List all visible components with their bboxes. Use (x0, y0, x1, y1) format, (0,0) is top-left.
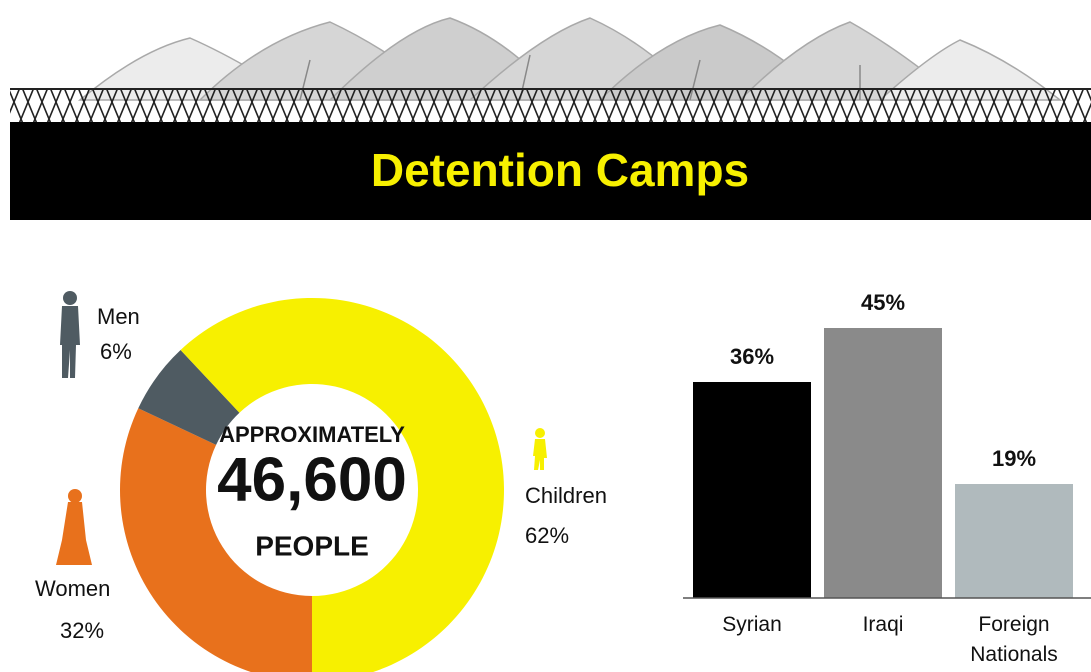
man-icon (60, 291, 80, 378)
segment-value-label: 32% (60, 618, 104, 643)
segment-label: Women (35, 576, 110, 601)
x-tick-label: Iraqi (862, 613, 904, 636)
title-band (10, 122, 1091, 220)
bar-value-label: 36% (730, 344, 774, 369)
bar (955, 484, 1073, 598)
donut-segment (120, 408, 312, 672)
segment-label: Men (97, 304, 140, 329)
segment-value-label: 6% (100, 339, 132, 364)
x-tick-label: Foreign Nationals (970, 613, 1058, 666)
tents (77, 17, 1063, 101)
category-label-box: Iraqi (862, 613, 904, 636)
bar (693, 382, 811, 598)
bar (824, 328, 942, 598)
donut-segment (180, 298, 504, 672)
x-tick-label: Syrian (722, 613, 782, 636)
title: Detention Camps (371, 144, 749, 196)
segment-label: Children (525, 483, 607, 508)
donut-segment (138, 350, 240, 445)
woman-icon (56, 489, 92, 565)
center-annotation: 46,600 (217, 445, 407, 514)
center-annotation: APPROXIMATELY (219, 422, 405, 447)
bar-value-label: 45% (861, 290, 905, 315)
child-icon (533, 428, 547, 470)
bar-value-label: 19% (992, 446, 1036, 471)
fence (10, 88, 1091, 122)
segment-value-label: 62% (525, 523, 569, 548)
category-label-box: Foreign Nationals (970, 613, 1058, 666)
center-annotation: PEOPLE (255, 530, 369, 561)
category-label-box: Syrian (722, 613, 782, 636)
